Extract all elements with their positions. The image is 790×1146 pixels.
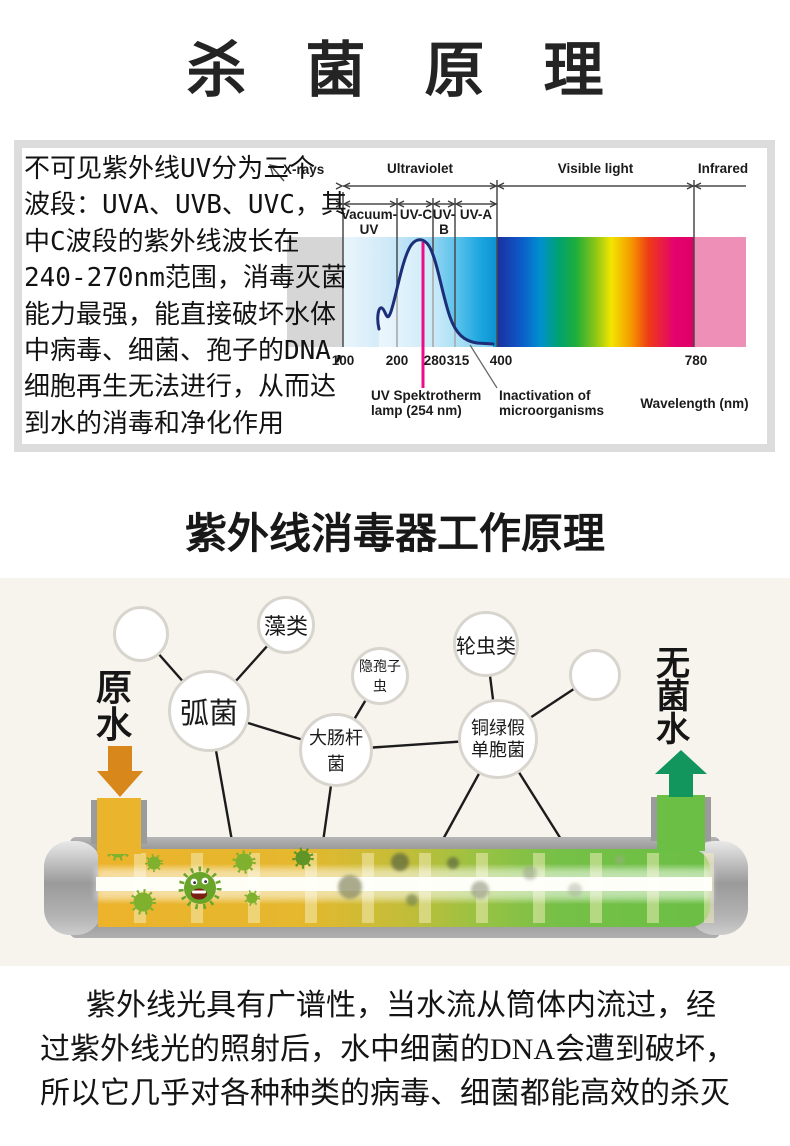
- lamp-annotation-line1: UV Spektrotherm: [371, 388, 482, 403]
- lamp-emission-curve: [376, 238, 495, 346]
- organism-circle-empty-1: [113, 606, 169, 662]
- page-title: 杀 菌 原 理: [186, 38, 626, 104]
- sterilizer-drawing: [44, 624, 748, 938]
- tick-100: 100: [331, 353, 355, 368]
- infrared-band: [694, 237, 746, 347]
- wavelength-axis-label: Wavelength (nm): [640, 396, 749, 411]
- tick-280: 280: [423, 353, 447, 368]
- inlet-arrow: [97, 746, 143, 797]
- ultraviolet-region-label: Ultraviolet: [386, 161, 454, 176]
- vacuum-uv-line2: UV: [359, 222, 379, 237]
- raw-water-label: 原水: [96, 668, 133, 745]
- description-line: 所以它几乎对各种种类的病毒、细菌都能高效的杀灭: [40, 1077, 730, 1110]
- sterilizer-diagram: 藻类 弧菌 隐孢子虫 大肠杆菌 轮虫类 铜绿假 单胞菌 原水 无菌水: [0, 560, 790, 970]
- outlet-pipe: [651, 795, 711, 851]
- uvc-band-label: UV-C: [399, 207, 433, 222]
- lamp-annotation: UV Spektrotherm lamp (254 nm): [371, 388, 511, 418]
- uv-description-line: 到水的消毒和净化作用: [24, 408, 285, 439]
- vacuum-uv-band-label: Vacuum- UV: [338, 207, 400, 237]
- visible-region-label: Visible light: [557, 161, 634, 176]
- outlet-arrow: [655, 750, 707, 797]
- visible-band: [497, 237, 694, 347]
- dimension-arrowheads: [335, 182, 702, 208]
- sterile-water-label: 无菌水: [656, 646, 690, 749]
- uv-description-line: 能力最强，能直接破坏水体: [24, 299, 337, 330]
- infrared-region-label: Infrared: [697, 161, 749, 176]
- uv-description: 不可见紫外线UV分为三个 波段：UVA、UVB、UVC，其 中C波段的紫外线波长…: [24, 151, 347, 442]
- uvb-line2: B: [439, 222, 449, 237]
- uv-description-line: 波段：UVA、UVB、UVC，其: [24, 190, 347, 221]
- inactivated-microbes: [338, 853, 625, 906]
- description-paragraph: 紫外线光具有广谱性，当水流从筒体内流过，经 过紫外线光的照射后，水中细菌的DNA…: [40, 984, 752, 1116]
- inactivation-annotation: Inactivation of microorganisms: [499, 388, 649, 418]
- uv-spectrum-diagram: [268, 164, 746, 389]
- xray-band: [287, 237, 343, 347]
- description-line: 紫外线光具有广谱性，当水流从筒体内流过，经: [86, 989, 716, 1022]
- organism-circle-empty-2: [569, 649, 621, 701]
- uvb-line1: UV-: [432, 207, 456, 222]
- tick-400: 400: [489, 353, 513, 368]
- organism-circle-vibrio: 弧菌: [168, 670, 250, 752]
- organism-circle-ecoli: 大肠杆菌: [299, 713, 373, 787]
- section-title: 紫外线消毒器工作原理: [184, 512, 605, 558]
- uvb-band-label: UV- B: [431, 207, 457, 237]
- tick-200: 200: [385, 353, 409, 368]
- xray-region-label: X-rays: [283, 162, 325, 177]
- inactivation-leader-line: [469, 344, 498, 389]
- uv-description-line: 中病毒、细菌、孢子的DNA,: [24, 336, 347, 367]
- monster-microbe: [178, 866, 222, 910]
- inactivation-line1: Inactivation of: [499, 388, 591, 403]
- inlet-pipe: [91, 798, 147, 854]
- organism-circle-algae: 藻类: [257, 596, 315, 654]
- uv-description-line: 中C波段的紫外线波长在: [24, 226, 300, 257]
- uv-spectrum-panel: 不可见紫外线UV分为三个 波段：UVA、UVB、UVC，其 中C波段的紫外线波长…: [14, 140, 775, 452]
- sterilizer-tube: [44, 837, 748, 938]
- organism-circle-pseudomonas: 铜绿假 单胞菌: [458, 699, 538, 779]
- uv-description-line: 240-270nm范围，消毒灭菌: [24, 263, 347, 294]
- connector-lines: [140, 624, 596, 845]
- organism-circle-rotifer: 轮虫类: [453, 611, 519, 677]
- lamp-annotation-line2: lamp (254 nm): [371, 403, 462, 418]
- tick-780: 780: [684, 353, 708, 368]
- description-line: 过紫外线光的照射后，水中细菌的DNA会遭到破坏，: [40, 1033, 735, 1066]
- organism-circle-cryptosporidium: 隐孢子虫: [351, 647, 409, 705]
- xray-arrowhead: [268, 164, 281, 176]
- uv-lamp: [96, 877, 712, 891]
- inactivation-line2: microorganisms: [499, 403, 605, 418]
- lamp-emission-fill: [377, 239, 493, 347]
- uv-description-line: 不可见紫外线UV分为三个: [24, 154, 316, 184]
- uva-band-label: UV-A: [459, 207, 493, 222]
- tick-315: 315: [446, 353, 470, 368]
- vacuum-uv-line1: Vacuum-: [340, 207, 398, 222]
- uv-description-line: 细胞再生无法进行，从而达: [24, 372, 337, 403]
